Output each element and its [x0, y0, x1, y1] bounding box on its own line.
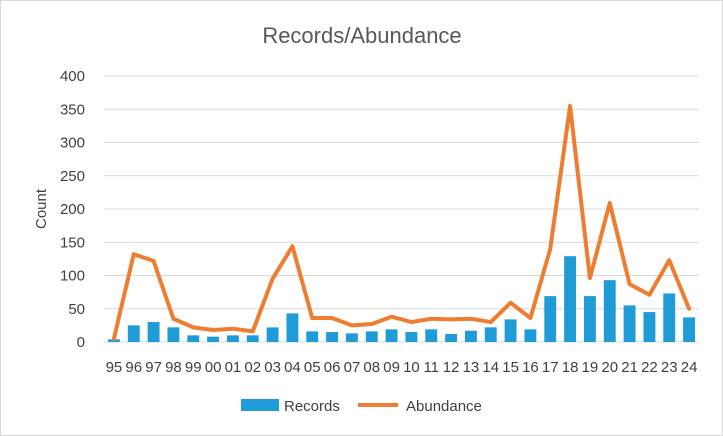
x-tick-label: 00	[205, 359, 222, 376]
y-tick-label: 150	[60, 234, 85, 251]
bar-records	[187, 335, 200, 342]
x-tick-label: 13	[463, 359, 480, 376]
y-tick-label: 100	[60, 268, 85, 285]
x-tick-label: 97	[145, 359, 162, 376]
x-tick-label: 03	[264, 359, 281, 376]
bar-records	[405, 332, 418, 342]
x-tick-label: 07	[344, 359, 361, 376]
bar-records	[663, 293, 676, 342]
bar-records	[266, 327, 279, 342]
y-axis-ticks: 0 50 100 150 200 250 300 350 400	[60, 68, 85, 351]
y-tick-label: 50	[68, 301, 85, 318]
y-tick-label: 200	[60, 201, 85, 218]
x-tick-label: 17	[542, 359, 559, 376]
x-tick-label: 16	[522, 359, 539, 376]
y-tick-label: 0	[77, 334, 85, 351]
x-tick-label: 19	[582, 359, 599, 376]
x-tick-label: 98	[165, 359, 182, 376]
x-tick-label: 02	[244, 359, 261, 376]
line-abundance	[111, 103, 692, 341]
x-tick-label: 01	[225, 359, 242, 376]
legend: Records Abundance	[241, 398, 482, 415]
x-tick-label: 08	[363, 359, 380, 376]
x-tick-label: 11	[423, 359, 439, 376]
bar-records	[385, 329, 398, 342]
bar-records	[365, 331, 378, 342]
bar-records	[524, 329, 537, 342]
bar-records	[683, 317, 696, 342]
x-tick-label: 14	[482, 359, 499, 376]
x-tick-label: 23	[661, 359, 678, 376]
bar-records	[603, 280, 616, 342]
x-tick-label: 99	[185, 359, 202, 376]
bar-records	[286, 313, 299, 342]
x-tick-label: 18	[562, 359, 579, 376]
bar-records	[643, 312, 656, 342]
bar-records	[623, 305, 636, 342]
bar-records	[544, 296, 557, 342]
y-axis-title: Count	[33, 188, 50, 229]
x-tick-label: 10	[403, 359, 420, 376]
x-tick-label: 15	[502, 359, 519, 376]
bar-records	[246, 335, 259, 342]
bar-records	[326, 332, 339, 342]
y-tick-label: 250	[60, 168, 85, 185]
bar-records	[445, 334, 458, 342]
x-tick-label: 12	[443, 359, 460, 376]
y-tick-label: 350	[60, 101, 85, 118]
x-tick-label: 24	[681, 359, 698, 376]
bar-records	[345, 333, 358, 342]
bar-records	[306, 331, 319, 342]
bar-records	[564, 256, 577, 342]
bar-records	[147, 322, 160, 342]
bar-records	[425, 329, 438, 342]
bar-records	[583, 296, 596, 342]
x-tick-label: 20	[601, 359, 618, 376]
y-tick-label: 400	[60, 68, 85, 85]
bar-records	[504, 319, 517, 342]
x-tick-label: 05	[304, 359, 321, 376]
x-tick-label: 21	[621, 359, 638, 376]
chart-title: Records/Abundance	[262, 23, 461, 48]
x-tick-label: 06	[324, 359, 341, 376]
legend-label-records: Records	[284, 398, 340, 415]
x-tick-label: 95	[106, 359, 123, 376]
bar-records	[464, 330, 477, 342]
x-tick-label: 04	[284, 359, 301, 376]
y-tick-label: 300	[60, 135, 85, 152]
legend-label-abundance: Abundance	[406, 398, 482, 415]
x-tick-label: 09	[383, 359, 400, 376]
bar-records	[127, 325, 140, 342]
records-bars	[107, 256, 696, 342]
x-axis-ticks: 95 96 97 98 99 00 01 02 03 04 05 06 07 08 09 10 11 12 13 14…	[106, 359, 698, 376]
bar-records	[226, 335, 239, 342]
x-tick-label: 22	[641, 359, 658, 376]
bar-records	[167, 327, 180, 342]
bar-records	[207, 336, 220, 342]
abundance-line	[111, 103, 692, 341]
gridlines	[104, 75, 699, 343]
x-tick-label: 96	[125, 359, 142, 376]
legend-swatch-records	[241, 399, 279, 411]
bar-records	[484, 327, 497, 342]
